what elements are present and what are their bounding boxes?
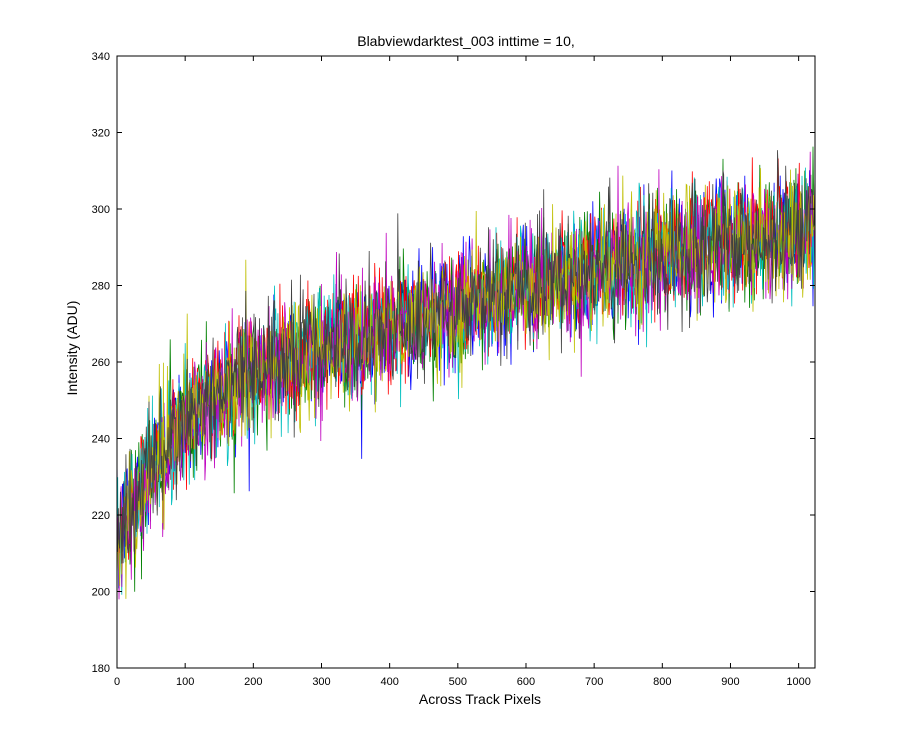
x-tick-label: 300 (312, 676, 330, 688)
x-tick-label: 200 (244, 676, 262, 688)
y-tick-label: 340 (92, 51, 110, 63)
y-tick-label: 300 (92, 204, 110, 216)
series-line (116, 168, 816, 599)
x-axis: 0 100 200 300 400 500 600 700 800 900 1000 (114, 56, 811, 688)
x-tick-label: 100 (176, 676, 194, 688)
x-tick-label: 700 (585, 676, 603, 688)
x-tick-label: 0 (114, 676, 120, 688)
y-axis-label: Intensity (ADU) (64, 301, 80, 396)
plot-background (117, 56, 815, 668)
y-tick-label: 260 (92, 357, 110, 369)
x-tick-label: 1000 (786, 676, 810, 688)
x-axis-label: Across Track Pixels (419, 691, 541, 707)
y-tick-label: 220 (92, 510, 110, 522)
y-tick-label: 180 (92, 663, 110, 675)
y-tick-label: 200 (92, 587, 110, 599)
y-axis: 180 200 220 240 260 280 300 320 340 (92, 51, 815, 675)
y-tick-label: 320 (92, 128, 110, 140)
y-tick-label: 280 (92, 281, 110, 293)
x-tick-label: 600 (517, 676, 535, 688)
chart-title: Blabviewdarktest_003 inttime = 10, (357, 33, 575, 49)
y-tick-label: 240 (92, 434, 110, 446)
x-tick-label: 400 (380, 676, 398, 688)
series-line (116, 150, 816, 564)
x-tick-label: 800 (653, 676, 671, 688)
x-tick-label: 900 (721, 676, 739, 688)
series-layer (116, 146, 816, 600)
x-tick-label: 500 (449, 676, 467, 688)
